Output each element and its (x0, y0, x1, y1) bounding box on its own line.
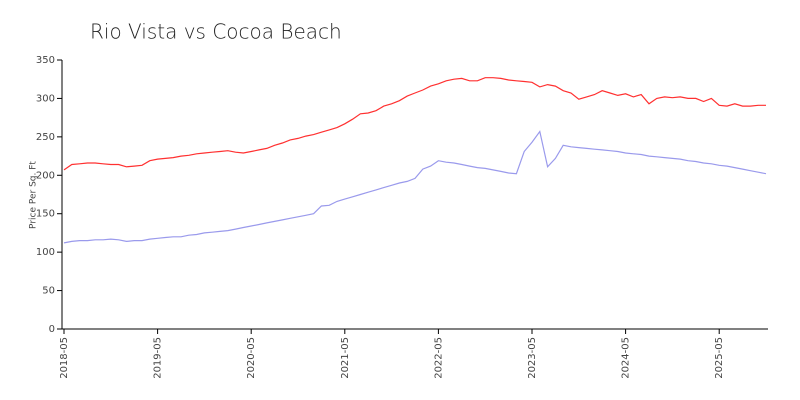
x-tick-label: 2022-05 (433, 337, 444, 379)
x-tick-label: 2024-05 (621, 337, 632, 379)
series-line (63, 77, 766, 171)
y-tick-label: 250 (36, 132, 55, 143)
x-tick-label: 2025-05 (714, 337, 725, 379)
y-tick-label: 200 (36, 170, 55, 181)
y-tick-label: 300 (36, 93, 55, 104)
y-tick-label: 150 (36, 209, 55, 220)
x-tick-label: 2018-05 (59, 337, 70, 379)
x-tick-label: 2021-05 (340, 337, 351, 379)
y-tick-label: 50 (42, 286, 55, 297)
x-tick-label: 2020-05 (246, 337, 257, 379)
y-tick-label: 0 (49, 324, 55, 335)
y-tick-label: 100 (36, 247, 55, 258)
series-line (63, 130, 767, 244)
x-tick-label: 2023-05 (527, 337, 538, 379)
chart-title: Rio Vista vs Cocoa Beach (90, 20, 342, 44)
x-tick-label: 2019-05 (153, 337, 164, 379)
y-axis-label: Price Per Sq. Ft (29, 161, 39, 229)
y-tick-label: 350 (36, 55, 55, 66)
